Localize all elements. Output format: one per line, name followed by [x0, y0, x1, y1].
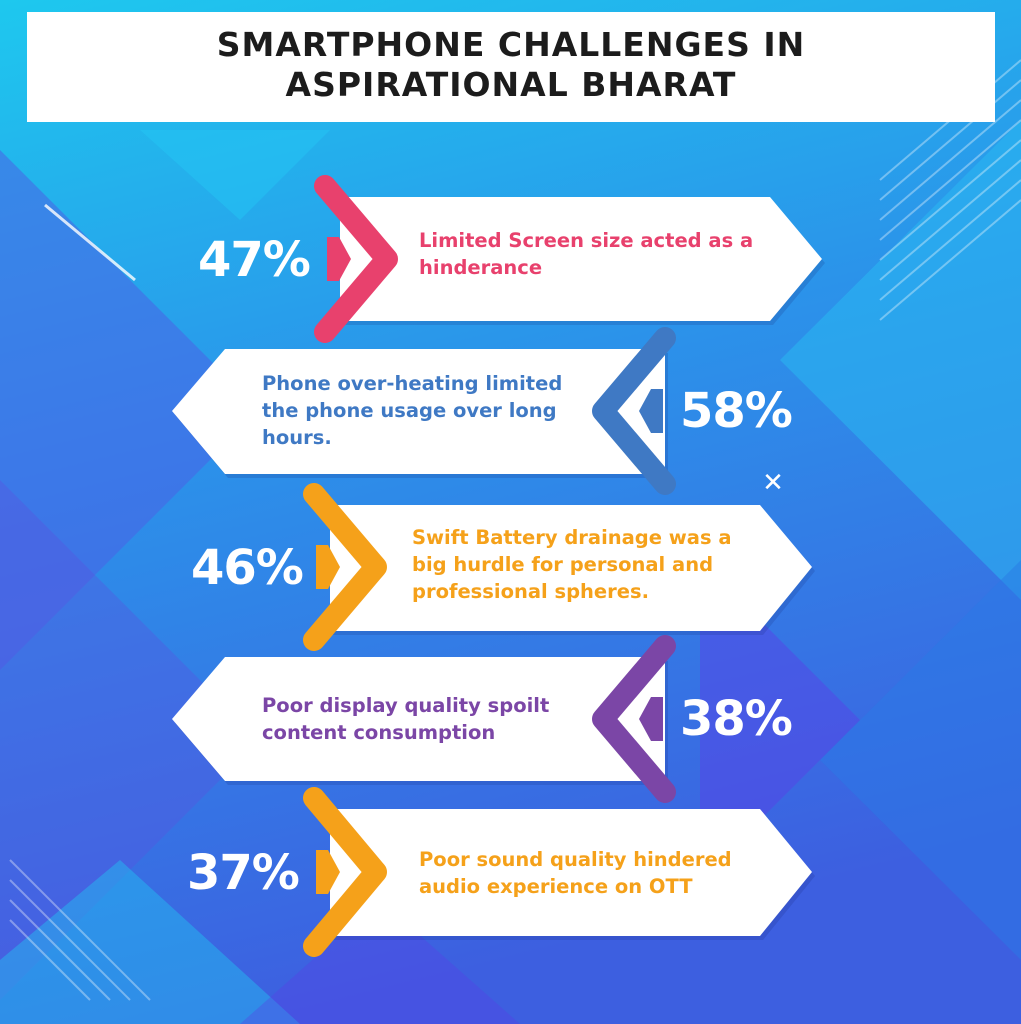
- stat-row-4-description: Poor display quality spoilt content cons…: [262, 694, 550, 744]
- stat-row-2-description: Phone over-heating limited the phone usa…: [262, 372, 563, 449]
- stat-row-3-arrow-tab-icon: [316, 545, 340, 589]
- title-banner: SMARTPHONE CHALLENGES IN ASPIRATIONAL BH…: [27, 12, 995, 122]
- stat-row-1-description: Limited Screen size acted as a hinderanc…: [419, 229, 754, 279]
- stat-row-5-description: Poor sound quality hindered audio experi…: [419, 848, 732, 898]
- stat-row-2-percentage: 58%: [680, 383, 793, 439]
- stat-row-4-chevron-icon: [592, 635, 676, 803]
- stat-row-4-percentage: 38%: [680, 691, 793, 747]
- stat-row-5-arrow-tab-icon: [316, 850, 340, 894]
- page-title: SMARTPHONE CHALLENGES IN ASPIRATIONAL BH…: [216, 25, 806, 104]
- stat-row-2-arrow-tab-icon: [639, 389, 663, 433]
- stat-row-1-chevron-icon: [314, 175, 398, 343]
- stat-row-3-chevron-icon: [303, 483, 387, 651]
- stat-row-3-description: Swift Battery drainage was a big hurdle …: [412, 526, 732, 603]
- stat-row-4-arrow-tab-icon: [639, 697, 663, 741]
- stat-row-1-percentage: 47%: [198, 232, 311, 288]
- stat-row-3-percentage: 46%: [191, 540, 304, 596]
- stat-row-2-chevron-icon: [592, 327, 676, 495]
- stat-row-1-arrow-tab-icon: [327, 237, 351, 281]
- close-icon[interactable]: ✕: [762, 468, 784, 498]
- stat-row-5-percentage: 37%: [187, 845, 300, 901]
- stat-row-5-chevron-icon: [303, 787, 387, 957]
